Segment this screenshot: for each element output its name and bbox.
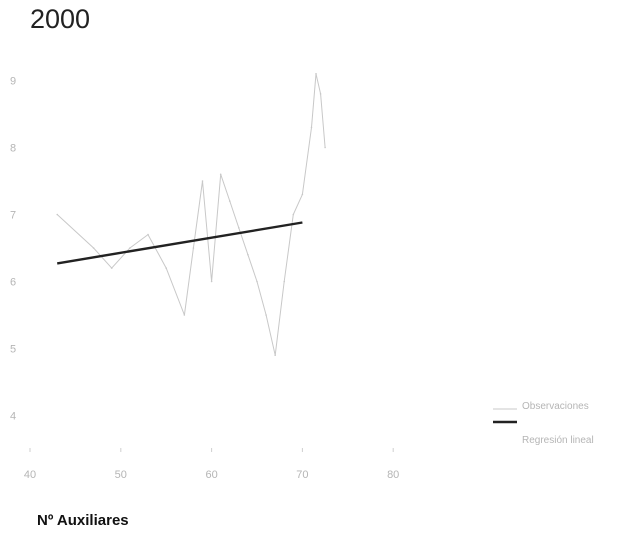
x-tick-marks [29, 448, 394, 452]
observation-point [292, 213, 295, 216]
observation-point [210, 280, 213, 283]
observation-point [238, 227, 240, 229]
regression-line [57, 221, 303, 265]
observation-point [56, 213, 59, 216]
observation-point [283, 280, 286, 283]
legend-observations-label: Observaciones [522, 401, 589, 412]
x-tick-label-60: 60 [205, 469, 217, 481]
observation-point [147, 233, 149, 236]
x-tick-label-40: 40 [24, 469, 36, 481]
observation-point [256, 280, 258, 283]
x-tick-label-50: 50 [115, 469, 127, 481]
y-tick-label-7: 7 [10, 210, 16, 222]
observation-point [315, 73, 317, 75]
observation-point [247, 253, 249, 256]
x-tick-label-70: 70 [296, 469, 308, 481]
observation-point [192, 247, 195, 249]
x-axis-label: Nº Auxiliares [37, 512, 129, 529]
y-tick-label-8: 8 [10, 143, 16, 155]
x-tick-label-80: 80 [387, 469, 399, 481]
observation-point [165, 267, 167, 269]
y-tick-labels: 4 5 6 7 8 9 [10, 76, 16, 423]
observation-point [129, 247, 131, 249]
observations-line [56, 73, 326, 356]
observation-point [301, 193, 304, 196]
legend: Observaciones Regresión lineal [493, 401, 594, 446]
y-tick-label-6: 6 [10, 277, 16, 289]
observation-point [110, 267, 113, 269]
observation-point [183, 314, 186, 316]
chart-plot: 4 5 6 7 8 9 40 50 60 70 80 Observaciones Regresión… [10, 73, 594, 481]
observation-point [219, 173, 222, 176]
x-tick-labels: 40 50 60 70 80 [24, 469, 399, 481]
observation-point [319, 93, 322, 95]
observation-point [310, 126, 313, 129]
legend-regression-label: Regresión lineal [522, 435, 594, 446]
y-tick-label-5: 5 [10, 344, 16, 356]
chart-title: 2000 [30, 4, 91, 34]
series-layer [56, 73, 326, 357]
observation-point [201, 180, 204, 182]
y-tick-label-4: 4 [10, 411, 16, 423]
y-tick-label-9: 9 [10, 76, 16, 88]
observation-point [92, 247, 95, 249]
observation-point [274, 354, 276, 357]
observation-point [228, 200, 231, 202]
observation-point [324, 146, 326, 149]
observation-point [265, 314, 267, 316]
